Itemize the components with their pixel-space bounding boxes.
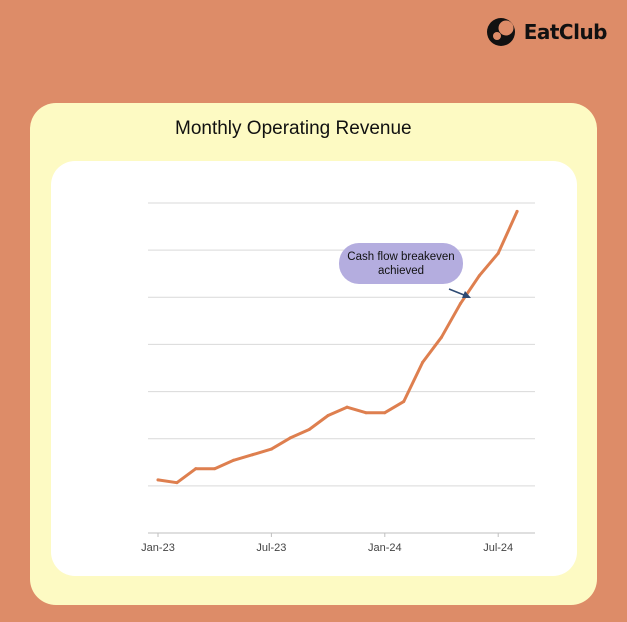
data-point — [194, 467, 198, 471]
data-point — [156, 478, 160, 482]
data-point — [345, 405, 349, 409]
brand-name: EatClub — [523, 20, 608, 44]
data-point — [307, 428, 311, 432]
data-point — [213, 467, 217, 471]
data-point — [458, 302, 462, 306]
data-point — [251, 453, 254, 457]
data-point — [477, 274, 481, 278]
data-point — [440, 335, 443, 339]
data-point — [269, 447, 273, 451]
data-point — [383, 411, 387, 415]
x-tick-label: Jan-24 — [368, 542, 402, 554]
data-point — [496, 251, 500, 255]
data-point — [515, 209, 519, 213]
eatclub-logo-icon — [486, 18, 515, 46]
data-point — [421, 360, 425, 364]
x-tick-label: Jul-24 — [483, 542, 513, 554]
plot-panel: Jan-23 Jul-23 Jan-24 Jul-24 Cash flow break… — [51, 161, 577, 576]
data-point — [175, 481, 179, 485]
x-tick-label: Jul-23 — [256, 542, 286, 554]
breakeven-callout: Cash flow breakeven achieved — [339, 243, 463, 284]
data-point — [326, 414, 330, 418]
data-point — [402, 400, 406, 404]
chart-card: Monthly Operating Revenue Jan-23 Jul-23 Ja… — [30, 103, 597, 605]
chart-title: Monthly Operating Revenue — [175, 118, 412, 139]
data-point — [288, 436, 292, 440]
series-line — [156, 209, 519, 485]
callout-arrowhead — [462, 291, 471, 298]
line-chart: Jan-23 Jul-23 Jan-24 Jul-24 — [141, 202, 535, 554]
x-tick-label: Jan-23 — [141, 542, 175, 554]
brand-logo: EatClub — [486, 16, 608, 48]
data-point — [232, 458, 236, 462]
data-point — [364, 411, 368, 415]
